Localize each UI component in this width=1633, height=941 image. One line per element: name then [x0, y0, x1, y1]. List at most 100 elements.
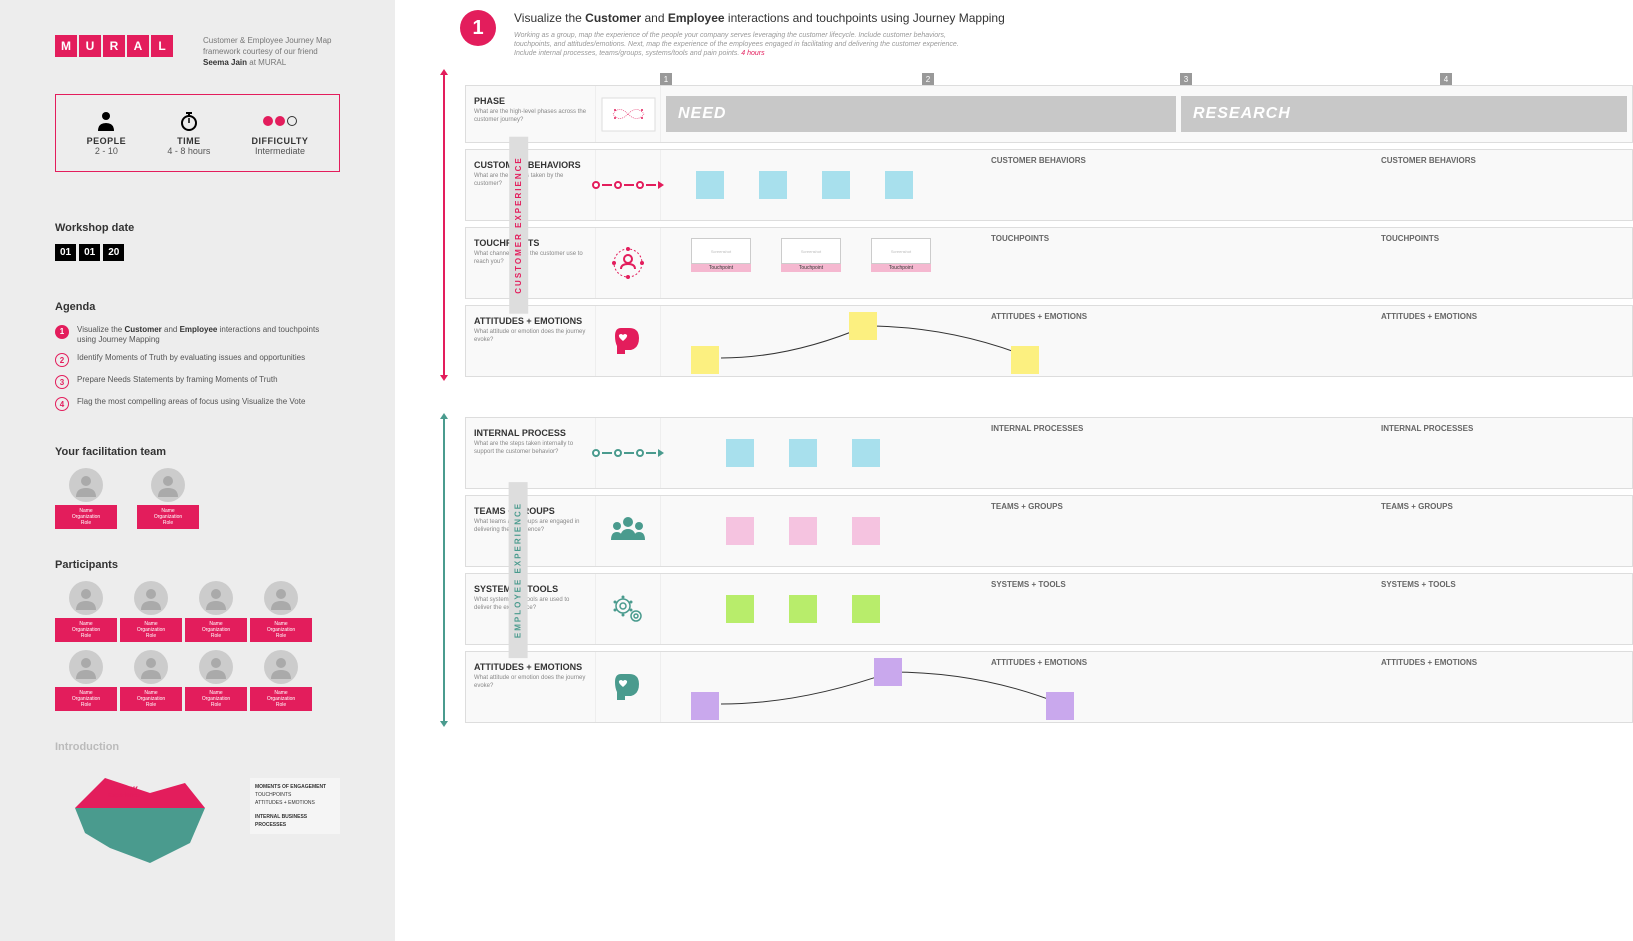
- avatar-icon: [199, 581, 233, 615]
- difficulty-dots: [263, 116, 297, 126]
- main: 1 Visualize the Customer and Employee in…: [395, 0, 1633, 941]
- col-label: INTERNAL PROCESSES: [991, 424, 1083, 433]
- phase-band-research[interactable]: RESEARCH: [1181, 96, 1627, 132]
- agenda-item[interactable]: 3 Prepare Needs Statements by framing Mom…: [55, 375, 340, 389]
- date-chip[interactable]: 20: [103, 244, 124, 261]
- agenda-num: 3: [55, 375, 69, 389]
- col-label: CUSTOMER BEHAVIORS: [1381, 156, 1476, 165]
- phase-band-need[interactable]: NEED: [666, 96, 1176, 132]
- touchpoint-card[interactable]: ScreenshotTouchpoint: [691, 238, 751, 288]
- people-group-icon: [596, 496, 661, 566]
- agenda-num: 2: [55, 353, 69, 367]
- agenda-item[interactable]: 4Flag the most compelling areas of focus…: [55, 397, 340, 411]
- person-card[interactable]: NameOrganizationRole: [55, 468, 117, 529]
- row-attitudes-emotions-customer: ATTITUDES + EMOTIONSWhat attitude or emo…: [465, 305, 1633, 377]
- avatar-icon: [199, 650, 233, 684]
- touchpoint-card[interactable]: ScreenshotTouchpoint: [871, 238, 931, 288]
- agenda: Agenda 1Visualize the Customer and Emplo…: [55, 301, 340, 412]
- agenda-item[interactable]: 1Visualize the Customer and Employee int…: [55, 325, 340, 346]
- name-tag: NameOrganizationRole: [120, 687, 182, 711]
- sticky-note[interactable]: [1046, 692, 1074, 720]
- agenda-text: Prepare Needs Statements by framing Mome…: [77, 375, 278, 385]
- person-card[interactable]: NameOrganizationRole: [250, 650, 312, 711]
- sticky-note[interactable]: [852, 517, 880, 545]
- customer-experience-label: CUSTOMER EXPERIENCE: [509, 136, 528, 313]
- sticky-note[interactable]: [885, 171, 913, 199]
- team-label: Your facilitation team: [55, 446, 340, 458]
- sticky-note[interactable]: [822, 171, 850, 199]
- row-touchpoints: TOUCHPOINTSWhat channels does the custom…: [465, 227, 1633, 299]
- metric-time: TIME 4 - 8 hours: [167, 110, 210, 156]
- sticky-note[interactable]: [852, 595, 880, 623]
- participants-label: Participants: [55, 559, 340, 571]
- logo-letter: U: [79, 35, 101, 57]
- person-card[interactable]: NameOrganizationRole: [120, 581, 182, 642]
- sticky-note[interactable]: [726, 595, 754, 623]
- row-title: ATTITUDES + EMOTIONS: [474, 316, 587, 326]
- metric-people: PEOPLE 2 - 10: [87, 110, 127, 156]
- sticky-note[interactable]: [849, 312, 877, 340]
- sticky-note[interactable]: [852, 439, 880, 467]
- name-tag: NameOrganizationRole: [185, 618, 247, 642]
- avatar-icon: [151, 468, 185, 502]
- sticky-note[interactable]: [789, 595, 817, 623]
- row-phase: PHASEWhat are the high-level phases acro…: [465, 85, 1633, 143]
- participants-grid: NameOrganizationRoleNameOrganizationRole…: [55, 581, 340, 711]
- touchpoint-card[interactable]: ScreenshotTouchpoint: [781, 238, 841, 288]
- sticky-note[interactable]: [789, 517, 817, 545]
- row-desc: What teams and groups are engaged in del…: [474, 519, 587, 535]
- row-desc: What are the steps taken internally to s…: [474, 441, 587, 457]
- person-card[interactable]: NameOrganizationRole: [250, 581, 312, 642]
- employee-experience-section: EMPLOYEE EXPERIENCE INTERNAL PROCESSWhat…: [435, 417, 1633, 723]
- metric-difficulty: DIFFICULTY Intermediate: [252, 110, 309, 156]
- sticky-note[interactable]: [691, 692, 719, 720]
- row-desc: What are the high-level phases across th…: [474, 109, 587, 125]
- intro-label: Introduction: [55, 741, 340, 753]
- sticky-note[interactable]: [726, 439, 754, 467]
- name-tag: NameOrganizationRole: [55, 687, 117, 711]
- person-icon: [87, 110, 127, 132]
- gears-icon: [596, 574, 661, 644]
- sticky-note[interactable]: [726, 517, 754, 545]
- sticky-note[interactable]: [874, 658, 902, 686]
- person-card[interactable]: NameOrganizationRole: [185, 581, 247, 642]
- agenda-item[interactable]: 2 Identify Moments of Truth by evaluating…: [55, 353, 340, 367]
- agenda-text: Identify Moments of Truth by evaluating …: [77, 353, 305, 363]
- row-desc: What are the actions taken by the custom…: [474, 173, 587, 189]
- person-card[interactable]: NameOrganizationRole: [55, 650, 117, 711]
- name-tag: NameOrganizationRole: [250, 618, 312, 642]
- step-number: 1: [460, 10, 496, 46]
- person-card[interactable]: NameOrganizationRole: [55, 581, 117, 642]
- iceberg-labels: MOMENTS OF ENGAGEMENT TOUCHPOINTS ATTITU…: [250, 778, 340, 834]
- sticky-note[interactable]: [691, 346, 719, 374]
- phase-num: 2: [922, 73, 934, 85]
- col-label: TOUCHPOINTS: [1381, 234, 1439, 243]
- sticky-note[interactable]: [696, 171, 724, 199]
- col-label: CUSTOMER BEHAVIORS: [991, 156, 1086, 165]
- row-title: SYSTEMS + TOOLS: [474, 584, 587, 594]
- name-tag: NameOrganizationRole: [250, 687, 312, 711]
- phase-numbers: 1 2 3 4: [660, 73, 1633, 85]
- heart-head-icon: [596, 306, 661, 376]
- logo-letter: A: [127, 35, 149, 57]
- row-desc: What attitude or emotion does the journe…: [474, 675, 587, 691]
- person-card[interactable]: NameOrganizationRole: [185, 650, 247, 711]
- sticky-note[interactable]: [789, 439, 817, 467]
- row-teams-groups: TEAMS + GROUPSWhat teams and groups are …: [465, 495, 1633, 567]
- col-label: TOUCHPOINTS: [991, 234, 1049, 243]
- heart-head-icon: [596, 652, 661, 722]
- mural-logo: M U R A L: [55, 35, 173, 57]
- sticky-note[interactable]: [759, 171, 787, 199]
- avatar-icon: [134, 650, 168, 684]
- logo-letter: L: [151, 35, 173, 57]
- person-card[interactable]: NameOrganizationRole: [120, 650, 182, 711]
- step-header: 1 Visualize the Customer and Employee in…: [460, 10, 1633, 58]
- sidebar: M U R A L Customer & Employee Journey Ma…: [0, 0, 395, 941]
- workshop-date-label: Workshop date: [55, 222, 340, 234]
- agenda-num: 1: [55, 325, 69, 339]
- metrics-box: PEOPLE 2 - 10 TIME 4 - 8 hours DIFFICULT…: [55, 94, 340, 172]
- sticky-note[interactable]: [1011, 346, 1039, 374]
- date-chip[interactable]: 01: [55, 244, 76, 261]
- date-chip[interactable]: 01: [79, 244, 100, 261]
- person-card[interactable]: NameOrganizationRole: [137, 468, 199, 529]
